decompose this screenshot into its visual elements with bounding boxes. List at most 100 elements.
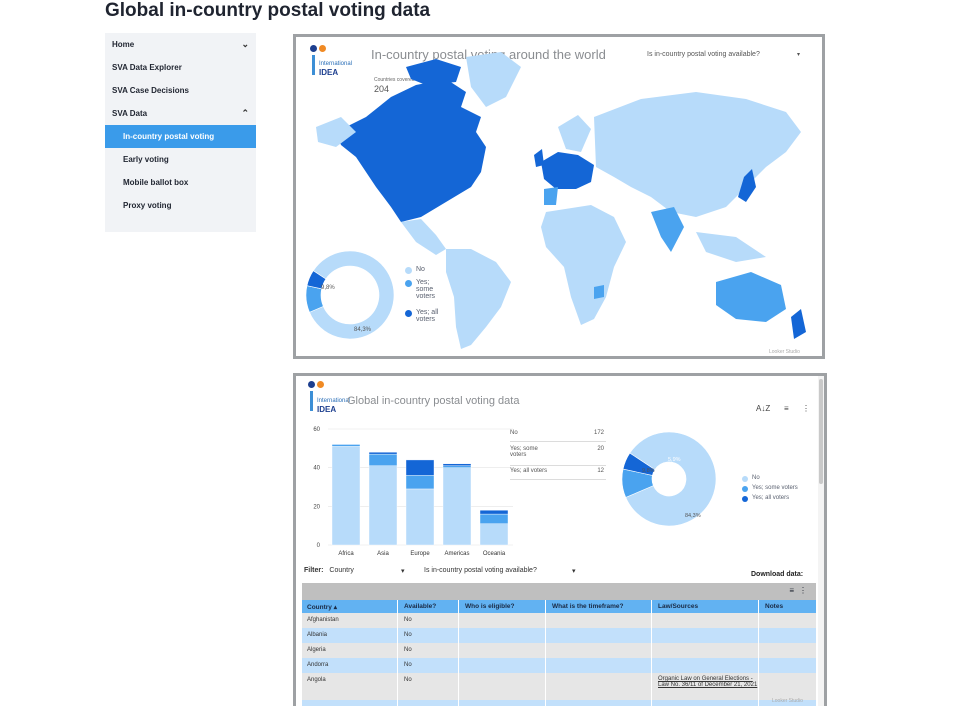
legend-label-some: Yes; some voters [416,279,436,300]
map-southeast-asia [696,232,766,262]
map-north-america [336,79,486,222]
table-row[interactable]: Andorra No [302,658,816,673]
legend-label-no: No [752,475,760,481]
scrollbar-thumb[interactable] [819,379,823,484]
more-options-icon[interactable]: ⋮ [799,586,807,595]
x-tick-label: Europe [410,551,430,557]
map-japan [738,169,756,202]
dropdown-arrow-icon[interactable]: ▾ [572,568,576,575]
sidebar-item-early-voting[interactable]: Early voting [105,148,256,171]
stacked-bar-chart: 0 20 40 60 Africa Asia Europe Americas Oceania [313,427,513,557]
cell-country: Afghanistan [307,617,339,623]
map-uk [534,149,544,167]
cell-law-sources-link[interactable]: Organic Law on General Elections - Law N… [658,676,758,688]
map-australia [716,272,786,322]
scrollbar[interactable] [818,376,824,706]
bar-segment-americas [442,465,472,468]
legend-label-all: Yes; all voters [416,309,439,323]
more-options-icon[interactable]: ⋮ [802,404,810,413]
cell-available: No [404,617,412,623]
filter-bar: Filter: Country ▾ Is in-country postal v… [304,567,576,575]
summary-label: Yes; some voters [510,446,538,458]
map-donut-slice-0 [309,250,395,340]
legend-dot-no [742,476,748,482]
sidebar-item-label: SVA Case Decisions [112,86,189,95]
bar-segment-americas [442,467,472,546]
x-tick-label: Asia [377,551,389,557]
data-donut-slice-0 [625,431,717,527]
dropdown-arrow-icon[interactable]: ▾ [401,568,405,575]
availability-filter[interactable]: Is in-country postal voting available? [424,567,537,574]
looker-studio-watermark: Looker Studio [772,698,803,704]
table-row[interactable]: Angola No Organic Law on General Electio… [302,673,816,700]
column-divider [397,600,398,706]
sidebar-item-label: Home [112,40,135,49]
cell-country: Algeria [307,647,326,653]
filter-icon[interactable]: ≡ [789,586,794,595]
map-central-america [401,219,446,255]
sidebar-item-sva-case-decisions[interactable]: SVA Case Decisions [105,79,256,102]
column-header-available[interactable]: Available? [404,603,437,610]
sidebar-item-in-country-postal-voting[interactable]: In-country postal voting [105,125,256,148]
summary-row-no: No 172 [510,430,606,442]
map-europe [541,152,594,189]
y-tick-label: 0 [317,543,321,549]
column-header-eligible[interactable]: Who is eligible? [465,603,515,610]
column-header-country[interactable]: Country ▴ [307,604,337,611]
sidebar-item-label: SVA Data Explorer [112,63,182,72]
legend-dot-no [405,267,412,274]
map-donut-slices [305,250,395,340]
world-map[interactable] [296,37,822,356]
legend-label-no: No [416,266,425,273]
summary-row-all: Yes; all voters 12 [510,468,606,480]
table-row[interactable]: Algeria No [302,643,816,658]
column-header-notes[interactable]: Notes [765,603,784,610]
sidebar-item-label: In-country postal voting [123,132,215,141]
sidebar-item-label: Proxy voting [123,201,172,210]
data-panel-title: Global in-country postal voting data [347,395,520,407]
map-india [651,207,684,252]
bar-segment-oceania [479,523,509,546]
dropdown-arrow-icon[interactable]: ▾ [797,52,801,58]
sidebar-item-label: SVA Data [112,109,148,118]
donut-data-label: 5,9% [668,457,681,463]
column-header-law-sources[interactable]: Law/Sources [658,603,699,610]
postal-voting-donut-chart: 9,8% 5,9% 84,3% [621,431,717,527]
cell-available: No [404,632,412,638]
sidebar-item-sva-data-explorer[interactable]: SVA Data Explorer [105,56,256,79]
availability-dropdown[interactable]: Is in-country postal voting available? [647,51,760,58]
column-header-timeframe[interactable]: What is the timeframe? [552,603,624,610]
summary-value: 12 [597,468,604,474]
sidebar-item-mobile-ballot-box[interactable]: Mobile ballot box [105,171,256,194]
table-row[interactable] [302,700,816,706]
country-filter[interactable]: Country [329,567,354,574]
chevron-down-icon[interactable]: ⌄ [241,39,249,49]
map-south-america [446,249,511,349]
cell-available: No [404,677,412,683]
y-tick-label: 20 [313,504,320,510]
summary-label: No [510,430,518,436]
download-data-label[interactable]: Download data: [751,571,804,578]
sidebar-item-home[interactable]: Home ⌄ [105,33,256,56]
map-scandinavia [558,115,591,152]
cell-country: Albania [307,632,328,638]
table-header: Country ▴ Available? Who is eligible? Wh… [302,600,816,613]
map-asia [594,92,801,217]
map-southern-africa-yes [594,285,604,299]
table-row[interactable]: Afghanistan No [302,613,816,628]
chevron-up-icon[interactable]: ⌃ [241,108,249,118]
map-iberia [544,187,558,205]
looker-studio-watermark: Looker Studio [769,349,800,355]
sidebar-item-sva-data[interactable]: SVA Data ⌃ [105,102,256,125]
legend-dot-all [742,496,748,502]
map-new-zealand [791,309,806,339]
sort-az-icon[interactable]: A↓Z [756,404,771,413]
filter-icon[interactable]: ≡ [784,404,789,413]
column-divider [758,600,759,706]
sidebar-item-proxy-voting[interactable]: Proxy voting [105,194,256,217]
summary-value: 172 [593,430,604,436]
counter-label: Countries covered [374,77,415,83]
x-tick-label: Oceania [483,551,506,557]
bar-segment-europe [405,475,435,490]
table-row[interactable]: Albania No [302,628,816,643]
